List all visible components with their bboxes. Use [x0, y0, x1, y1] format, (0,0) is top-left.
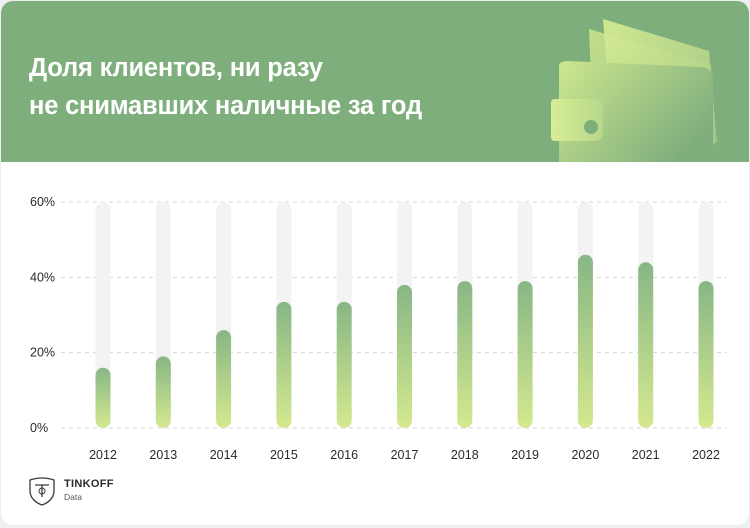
- chart-title: Доля клиентов, ни разу не снимавших нали…: [29, 49, 422, 125]
- brand-name: TINKOFF: [64, 478, 114, 490]
- bar-2018: [457, 281, 473, 428]
- chart-title-line-2: не снимавших наличные за год: [29, 92, 422, 120]
- x-tick-label: 2014: [210, 448, 238, 462]
- bar-2020: [577, 254, 593, 428]
- bar-2014: [216, 330, 232, 428]
- x-tick-label: 2020: [571, 448, 599, 462]
- x-tick-label: 2013: [149, 448, 177, 462]
- bar-2013: [155, 356, 171, 428]
- bar-2022: [698, 281, 714, 428]
- y-tick-label: 60%: [30, 195, 55, 209]
- chart-title-line-1: Доля клиентов, ни разу: [29, 54, 323, 82]
- x-tick-label: 2015: [270, 448, 298, 462]
- bar-chart: 0% 20% 40% 60% 2012 2013 2014 2015 2016 2017 2018…: [30, 195, 727, 462]
- bar-2021: [638, 262, 654, 428]
- y-tick-label: 0%: [30, 421, 48, 435]
- bar-2012: [95, 367, 111, 428]
- bar-2015: [276, 301, 292, 428]
- header-banner: Доля клиентов, ни разу не снимавших нали…: [1, 1, 749, 162]
- x-tick-label: 2012: [89, 448, 117, 462]
- x-tick-label: 2021: [632, 448, 660, 462]
- bar-2017: [397, 284, 412, 428]
- wallet-icon: [551, 19, 717, 162]
- tinkoff-logo-icon: [29, 477, 55, 506]
- brand-sub: Data: [64, 492, 82, 502]
- y-tick-label: 40%: [30, 270, 55, 284]
- x-tick-label: 2016: [330, 448, 358, 462]
- x-tick-label: 2019: [511, 448, 539, 462]
- bar-2016: [336, 301, 352, 428]
- y-tick-label: 20%: [30, 346, 55, 360]
- x-tick-label: 2022: [692, 448, 720, 462]
- bar-2019: [517, 281, 533, 428]
- x-tick-label: 2017: [391, 448, 419, 462]
- x-tick-label: 2018: [451, 448, 479, 462]
